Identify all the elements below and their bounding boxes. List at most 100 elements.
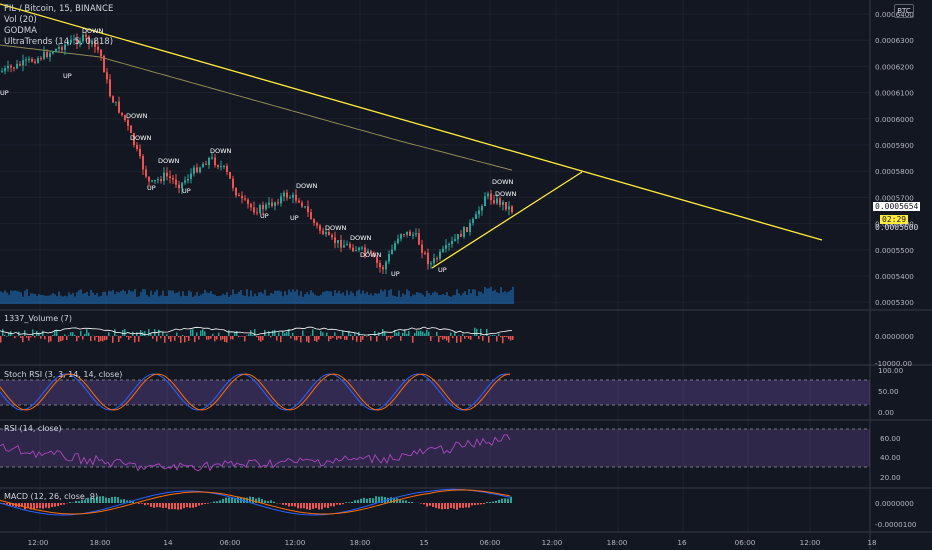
volume-bar xyxy=(226,292,228,304)
volume-bar xyxy=(502,292,504,304)
volume-bar xyxy=(214,294,216,304)
candle-body xyxy=(472,218,474,223)
vol1337-bar xyxy=(54,329,56,336)
macd-histogram-bar xyxy=(264,500,266,503)
volume-bar xyxy=(56,296,58,304)
volume-bar xyxy=(456,289,458,304)
macd-histogram-bar xyxy=(402,500,404,503)
candle-body xyxy=(253,207,255,213)
macd-title[interactable]: MACD (12, 26, close, 9) xyxy=(4,492,99,501)
volume-bar xyxy=(468,289,470,304)
macd-histogram-bar xyxy=(354,500,356,503)
vol1337-bar xyxy=(512,336,514,340)
vol1337-bar xyxy=(354,332,356,336)
volume-bar xyxy=(272,293,274,304)
vol1337-bar xyxy=(408,331,410,336)
rsi-tick: 60.00 xyxy=(880,434,901,443)
candle-body xyxy=(508,206,510,210)
stoch-rsi-title[interactable]: Stoch RSI (3, 3, 14, 14, close) xyxy=(4,370,123,379)
volume-1337-title[interactable]: 1337_Volume (7) xyxy=(4,314,72,323)
macd-histogram-bar xyxy=(42,503,44,509)
volume-1337-pane[interactable]: 0.0000000 -10000.00 xyxy=(0,326,914,368)
rsi-pane[interactable]: 60.00 40.00 20.00 xyxy=(0,428,901,482)
symbol-title[interactable]: FIL / Bitcoin, 15, BINANCE xyxy=(4,4,114,14)
vol1337-bar xyxy=(316,336,318,342)
volume-bar xyxy=(22,296,24,304)
trendlines[interactable] xyxy=(0,3,823,269)
candle-body xyxy=(334,237,336,244)
volume-bar xyxy=(230,295,232,304)
vol1337-bar xyxy=(326,332,328,336)
macd-histogram-bar xyxy=(351,501,353,503)
vol1337-bar xyxy=(420,330,422,336)
candle-body xyxy=(382,267,384,270)
volume-bar xyxy=(364,293,366,304)
candle-body xyxy=(64,44,66,50)
vol1337-bar xyxy=(30,336,32,338)
volume-bar xyxy=(218,296,220,304)
volume-bar xyxy=(312,292,314,304)
vol1337-bar xyxy=(270,336,272,338)
macd-histogram-bar xyxy=(204,503,206,504)
vol1337-bar xyxy=(426,329,428,336)
volume-bar xyxy=(42,295,44,304)
macd-histogram-bar xyxy=(453,503,455,509)
vol1337-bar xyxy=(334,332,336,336)
candle-body xyxy=(262,205,264,210)
volume-bar xyxy=(462,293,464,304)
macd-histogram-bar xyxy=(180,503,182,510)
vol1337-bar xyxy=(416,330,418,336)
macd-histogram-bar xyxy=(3,503,5,505)
volume-bar xyxy=(154,291,156,304)
signal-label-up: UP xyxy=(290,214,299,222)
candle-body xyxy=(103,56,105,73)
volume-bar xyxy=(118,292,120,304)
volume-bar xyxy=(508,291,510,304)
stoch-rsi-pane[interactable]: 100.00 50.00 0.00 xyxy=(0,366,904,417)
candle-body xyxy=(163,172,165,181)
volume-bar xyxy=(432,292,434,304)
vol1337-bar xyxy=(174,336,176,341)
candle-body xyxy=(412,234,414,236)
macd-histogram-bar xyxy=(69,502,71,503)
volume-bar xyxy=(306,292,308,304)
indicator-ultratrends[interactable]: UltraTrends (14, 5, 0.818) xyxy=(4,37,114,47)
macd-histogram-bar xyxy=(48,503,50,509)
vol1337-bar xyxy=(72,332,74,336)
vol1337-bar xyxy=(460,336,462,343)
volume-bar xyxy=(464,291,466,304)
volume-bar xyxy=(160,295,162,304)
candle-body xyxy=(400,234,402,239)
volume-bar xyxy=(396,296,398,304)
macd-histogram-bar xyxy=(429,503,431,506)
indicator-vol[interactable]: Vol (20) xyxy=(4,15,37,25)
macd-histogram-bar xyxy=(321,503,323,510)
candle-body xyxy=(31,58,33,62)
volume-bar xyxy=(426,290,428,304)
time-tick: 06:00 xyxy=(220,538,241,547)
rsi-title[interactable]: RSI (14, close) xyxy=(4,424,62,433)
volume-bar xyxy=(80,289,82,304)
macd-histogram-bar xyxy=(483,503,485,505)
vol1337-bar xyxy=(312,329,314,336)
candle-body xyxy=(505,201,507,210)
vol1337-bar xyxy=(268,331,270,336)
vol1337-bar xyxy=(90,336,92,342)
price-candles[interactable] xyxy=(1,32,513,275)
volume-bar xyxy=(50,294,52,304)
macd-histogram-bar xyxy=(495,500,497,503)
indicator-godma[interactable]: GODMA xyxy=(4,26,37,36)
currency-button[interactable]: BTC xyxy=(894,4,914,18)
candle-body xyxy=(433,258,435,264)
macd-histogram-bar xyxy=(102,496,104,503)
symbol-legend[interactable]: FIL / Bitcoin, 15, BINANCE Vol (20) GODM… xyxy=(4,4,113,48)
macd-histogram-bar xyxy=(492,501,494,503)
macd-pane[interactable]: 0.0000000 -0.0000100 xyxy=(0,488,917,529)
vol1337-bar xyxy=(362,336,364,340)
volume-bar xyxy=(88,295,90,304)
macd-histogram-bar xyxy=(336,503,338,505)
macd-histogram-bar xyxy=(498,499,500,503)
